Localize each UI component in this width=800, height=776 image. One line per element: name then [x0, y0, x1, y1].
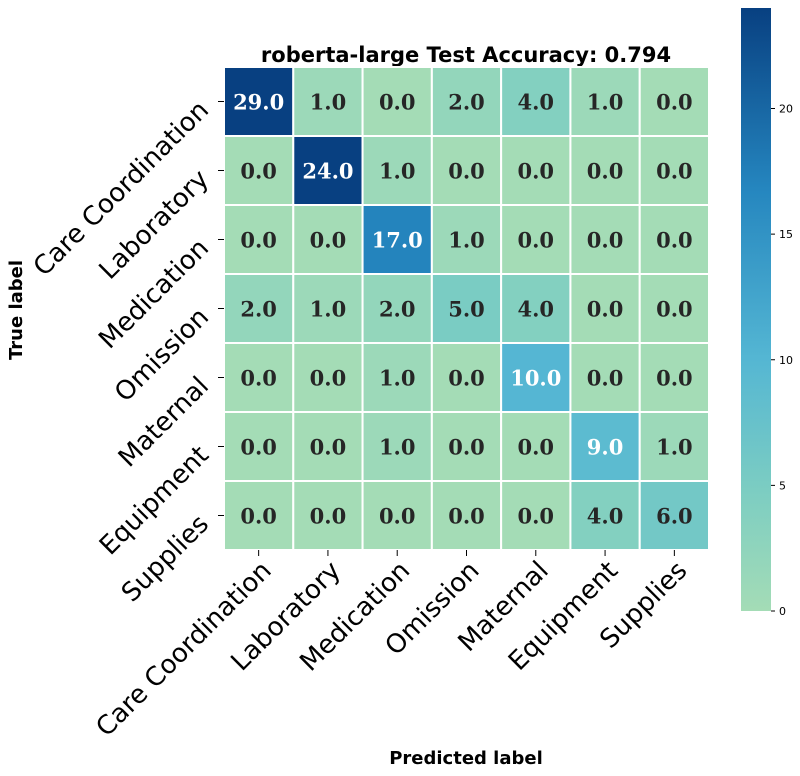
- heatmap-cell: [500, 135, 572, 206]
- heatmap-cell: [569, 66, 641, 137]
- x-axis-label: Predicted label: [389, 748, 543, 769]
- cell-value-label: 0.0: [448, 504, 485, 529]
- cell-value-label: 0.0: [379, 90, 416, 115]
- cell-value-label: 1.0: [587, 90, 624, 115]
- cell-value-label: 0.0: [310, 504, 347, 529]
- cell-value-label: 4.0: [518, 297, 555, 322]
- heatmap-cell: [223, 273, 295, 344]
- cell-value-label: 4.0: [518, 90, 555, 115]
- heatmap-cell: [638, 273, 711, 344]
- heatmap-cell: [569, 204, 641, 275]
- colorbar-tick-label: 15: [779, 228, 793, 241]
- cell-value-label: 0.0: [587, 297, 624, 322]
- cell-value-label: 0.0: [240, 504, 277, 529]
- colorbar: 0 5 10 15 20: [741, 8, 793, 618]
- cell-value-label: 0.0: [310, 435, 347, 460]
- cell-value-label: 2.0: [448, 90, 485, 115]
- cell-value-label: 0.0: [587, 159, 624, 184]
- heatmap-cell: [500, 204, 572, 275]
- heatmap-cell: [361, 342, 433, 413]
- heatmap-cell: [292, 66, 364, 137]
- colorbar-tick-label: 5: [779, 479, 786, 492]
- heatmap-cell: [223, 342, 295, 413]
- cell-value-label: 2.0: [379, 297, 416, 322]
- colorbar-tick-label: 10: [779, 354, 793, 367]
- heatmap-cell: [430, 480, 503, 551]
- colorbar-tick-label: 20: [779, 103, 793, 116]
- y-axis-ticks: Care CoordinationLaboratoryMedicationOmi…: [28, 95, 224, 608]
- cell-value-label: 24.0: [302, 159, 353, 184]
- cell-value-label: 2.0: [240, 297, 277, 322]
- heatmap-cell: [638, 411, 711, 482]
- heatmap-cell: [361, 480, 433, 551]
- cell-value-label: 0.0: [656, 366, 693, 391]
- cell-value-label: 1.0: [379, 366, 416, 391]
- cell-value-label: 6.0: [656, 504, 693, 529]
- cell-value-label: 10.0: [510, 366, 561, 391]
- cell-value-label: 1.0: [656, 435, 693, 460]
- x-axis-ticks: Care CoordinationLaboratoryMedicationOmi…: [90, 550, 693, 743]
- cell-value-label: 0.0: [656, 90, 693, 115]
- chart-title: roberta-large Test Accuracy: 0.794: [261, 43, 671, 67]
- cell-value-label: 17.0: [372, 228, 423, 253]
- cell-value-label: 9.0: [587, 435, 624, 460]
- cell-value-label: 0.0: [240, 366, 277, 391]
- colorbar-ticks: 0 5 10 15 20: [771, 103, 793, 618]
- cell-value-label: 0.0: [518, 435, 555, 460]
- cell-value-label: 0.0: [448, 366, 485, 391]
- heatmap-cell: [361, 135, 433, 206]
- cell-value-label: 0.0: [518, 504, 555, 529]
- heatmap-cells: 29.0 1.0 0.0 2.0 4.0 1.0 0.0 0.0 24.0 1.0 0.0 0.0 0.…: [223, 66, 711, 551]
- cell-value-label: 1.0: [310, 297, 347, 322]
- cell-value-label: 0.0: [448, 159, 485, 184]
- cell-value-label: 1.0: [448, 228, 485, 253]
- heatmap-cell: [223, 411, 295, 482]
- heatmap-cell: [638, 480, 711, 551]
- colorbar-tick-label: 0: [779, 605, 786, 618]
- cell-value-label: 0.0: [518, 228, 555, 253]
- cell-value-label: 0.0: [656, 228, 693, 253]
- cell-value-label: 0.0: [587, 228, 624, 253]
- heatmap-cell: [638, 135, 711, 206]
- heatmap-cell: [292, 273, 364, 344]
- cell-value-label: 0.0: [448, 435, 485, 460]
- heatmap-cell: [569, 480, 641, 551]
- colorbar-scale: [741, 8, 771, 611]
- heatmap-cell: [500, 480, 572, 551]
- cell-value-label: 4.0: [587, 504, 624, 529]
- cell-value-label: 0.0: [310, 228, 347, 253]
- cell-value-label: 1.0: [379, 435, 416, 460]
- heatmap-cell: [638, 204, 711, 275]
- cell-value-label: 0.0: [240, 228, 277, 253]
- cell-value-label: 0.0: [656, 159, 693, 184]
- y-axis-label: True label: [6, 260, 27, 360]
- cell-value-label: 0.0: [240, 159, 277, 184]
- heatmap-cell: [430, 204, 503, 275]
- heatmap-cell: [292, 411, 364, 482]
- cell-value-label: 0.0: [240, 435, 277, 460]
- cell-value-label: 0.0: [656, 297, 693, 322]
- cell-value-label: 1.0: [379, 159, 416, 184]
- cell-value-label: 0.0: [310, 366, 347, 391]
- cell-value-label: 1.0: [310, 90, 347, 115]
- cell-value-label: 5.0: [448, 297, 485, 322]
- heatmap-cell: [292, 204, 364, 275]
- cell-value-label: 0.0: [518, 159, 555, 184]
- heatmap-cell: [361, 204, 433, 275]
- cell-value-label: 0.0: [587, 366, 624, 391]
- heatmap-cell: [569, 273, 641, 344]
- cell-value-label: 0.0: [379, 504, 416, 529]
- cell-value-label: 29.0: [233, 90, 284, 115]
